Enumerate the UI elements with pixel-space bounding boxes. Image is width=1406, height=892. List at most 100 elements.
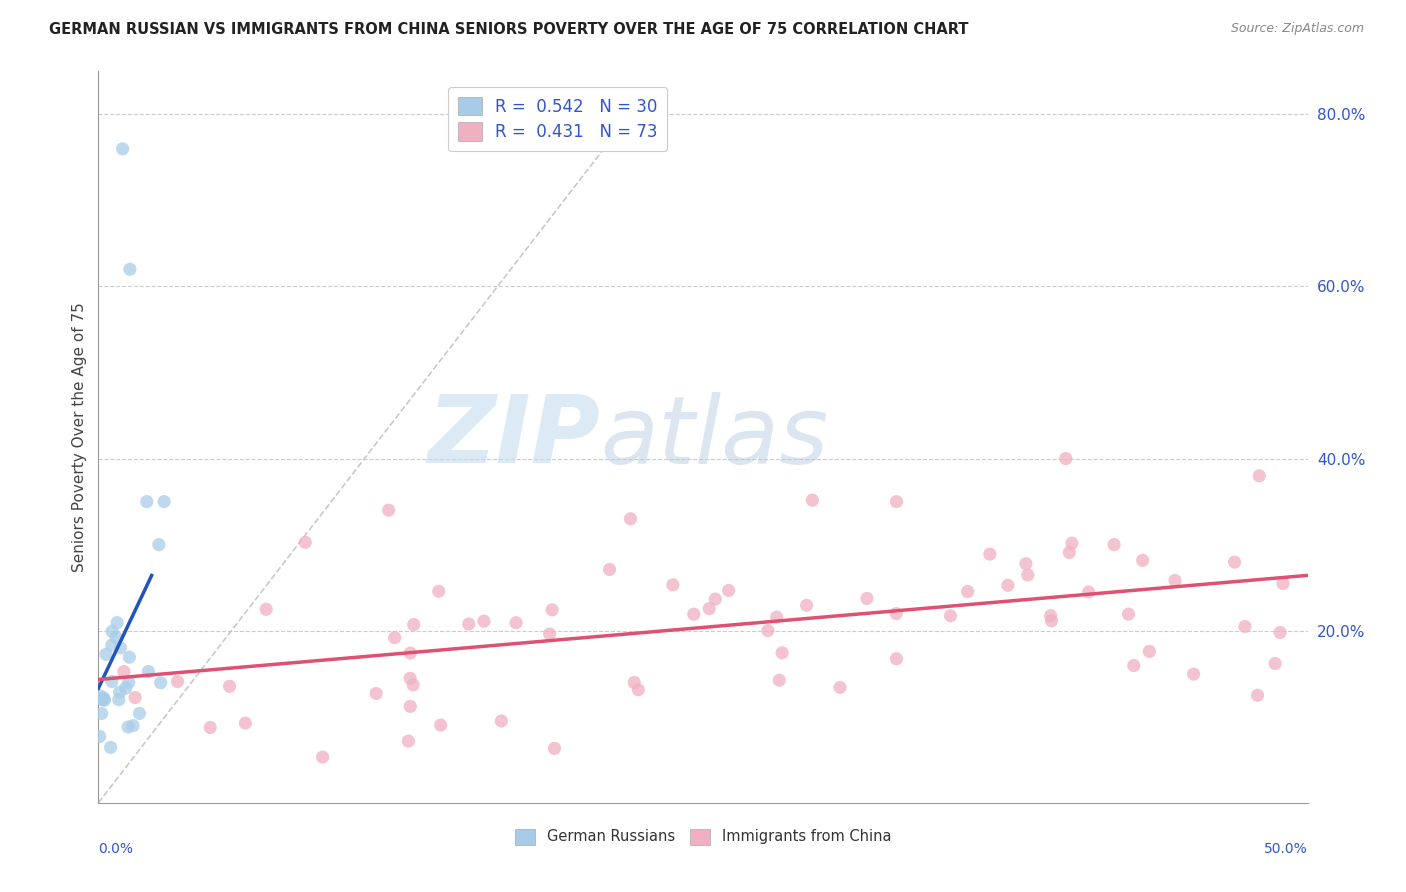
Point [153,494,176,508]
Point [384,631,406,645]
Point [100,638,122,652]
Point [114,681,136,695]
Point [94,648,117,662]
Point [429,718,451,732]
Point [1137,644,1160,658]
Point [1268,625,1291,640]
Point [756,624,779,638]
Point [112,665,135,679]
Point [1223,555,1246,569]
Point [118,650,141,665]
Point [768,673,790,688]
Text: Source: ZipAtlas.com: Source: ZipAtlas.com [1230,22,1364,36]
Point [1132,553,1154,567]
Point [135,494,157,508]
Point [939,608,962,623]
Point [399,699,422,714]
Point [1054,451,1077,466]
Point [311,750,333,764]
Point [997,578,1019,592]
Point [623,675,645,690]
Point [1246,688,1268,702]
Point [886,494,908,508]
Point [396,734,419,748]
Point [101,674,124,689]
Point [599,562,621,576]
Point [682,607,704,622]
Point [704,592,727,607]
Point [107,692,129,706]
Point [717,583,740,598]
Point [765,610,787,624]
Point [101,624,124,639]
Point [110,640,132,655]
Text: ZIP: ZIP [427,391,600,483]
Point [472,614,495,628]
Point [111,142,134,156]
Point [200,721,222,735]
Point [1233,619,1256,633]
Point [402,617,425,632]
Point [366,686,388,700]
Point [884,607,907,621]
Point [1017,568,1039,582]
Point [491,714,513,728]
Point [118,262,141,277]
Point [796,599,818,613]
Point [148,538,170,552]
Point [1118,607,1140,621]
Point [294,535,316,549]
Point [399,646,422,660]
Point [254,602,277,616]
Point [956,584,979,599]
Point [828,681,851,695]
Point [619,512,641,526]
Point [427,584,450,599]
Point [93,692,115,706]
Legend: German Russians, Immigrants from China: German Russians, Immigrants from China [509,822,897,850]
Point [1264,657,1286,671]
Point [801,493,824,508]
Point [402,678,425,692]
Point [108,685,131,699]
Text: 50.0%: 50.0% [1264,842,1308,855]
Point [697,601,720,615]
Point [1059,545,1081,559]
Point [235,716,257,731]
Point [128,706,150,721]
Point [1077,585,1099,599]
Point [377,503,399,517]
Point [124,690,146,705]
Point [89,689,111,703]
Point [1122,658,1144,673]
Point [505,615,527,630]
Point [1015,557,1038,571]
Point [399,671,422,685]
Point [541,603,564,617]
Point [1102,538,1125,552]
Point [770,646,793,660]
Text: GERMAN RUSSIAN VS IMMIGRANTS FROM CHINA SENIORS POVERTY OVER THE AGE OF 75 CORRE: GERMAN RUSSIAN VS IMMIGRANTS FROM CHINA … [49,22,969,37]
Point [457,617,479,632]
Point [100,740,122,755]
Point [90,706,112,721]
Point [118,675,141,690]
Y-axis label: Seniors Poverty Over the Age of 75: Seniors Poverty Over the Age of 75 [72,302,87,572]
Point [1249,468,1271,483]
Point [538,627,561,641]
Point [122,718,145,732]
Point [105,630,128,644]
Point [1040,614,1063,628]
Point [543,741,565,756]
Point [91,692,114,706]
Point [1060,536,1083,550]
Point [93,693,115,707]
Point [117,720,139,734]
Point [166,674,188,689]
Point [93,690,115,705]
Point [1272,576,1295,591]
Point [1164,574,1187,588]
Point [1182,667,1205,681]
Text: atlas: atlas [600,392,828,483]
Point [1039,608,1062,623]
